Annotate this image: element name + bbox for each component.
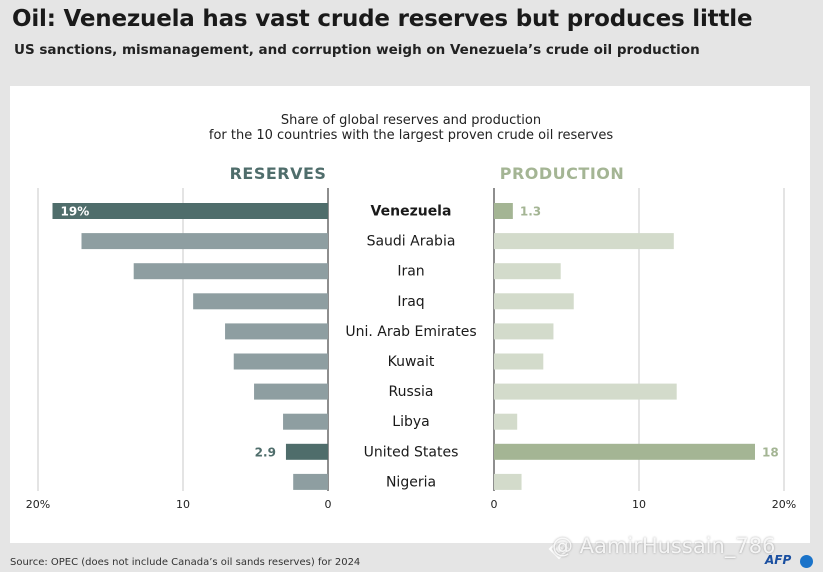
reserves-bar [283,413,328,430]
production-bar [494,203,513,219]
category-label: Kuwait [388,354,435,370]
production-bar [494,383,677,400]
category-label: United States [364,444,459,460]
watermark: @ AamirHussain_786 [552,534,776,558]
reserves-data-label: 19% [61,205,90,219]
reserves-bar [233,353,328,370]
production-bar [494,443,755,460]
reserves-bar [285,443,328,460]
reserves-data-label: 2.9 [255,445,276,459]
category-label: Iran [397,264,424,280]
chart-title-line: for the 10 countries with the largest pr… [209,128,613,143]
production-header: PRODUCTION [500,164,625,183]
reserves-bar [293,473,328,490]
production-data-label: 1.3 [520,205,541,219]
production-bar [494,293,574,310]
category-label: Libya [392,414,429,430]
production-bar [494,353,544,370]
production-bar [494,233,674,250]
reserves-tick-label: 10 [176,498,190,511]
afp-logo: AFP [765,553,792,567]
reserves-bar [193,293,328,310]
chart-title-line: Share of global reserves and production [281,113,541,128]
production-bar [494,473,522,490]
production-data-label: 18 [762,445,779,459]
reserves-tick-label: 20% [26,498,50,511]
production-tick-label: 0 [491,498,498,511]
category-label: Iraq [397,294,424,310]
production-tick-label: 20% [772,498,796,511]
production-tick-label: 10 [632,498,646,511]
category-label: Uni. Arab Emirates [345,324,476,340]
reserves-bar [254,383,328,400]
reserves-bar [225,323,328,340]
reserves-bar [52,203,328,219]
category-label: Russia [388,384,433,400]
chart-panel [10,86,810,543]
page-title: Oil: Venezuela has vast crude reserves b… [12,6,753,32]
production-bar [494,323,554,340]
production-bar [494,263,561,280]
category-label: Venezuela [371,204,452,220]
afp-logo-dot [800,555,813,568]
reserves-tick-label: 0 [325,498,332,511]
production-bar [494,413,518,430]
source-note: Source: OPEC (does not include Canada’s … [10,557,361,568]
category-label: Nigeria [386,474,436,490]
reserves-bar [133,263,328,280]
page-subtitle: US sanctions, mismanagement, and corrupt… [14,42,700,58]
category-label: Saudi Arabia [367,234,456,250]
diamond-icon [548,538,570,560]
reserves-bar [81,233,328,250]
reserves-header: RESERVES [230,164,327,183]
